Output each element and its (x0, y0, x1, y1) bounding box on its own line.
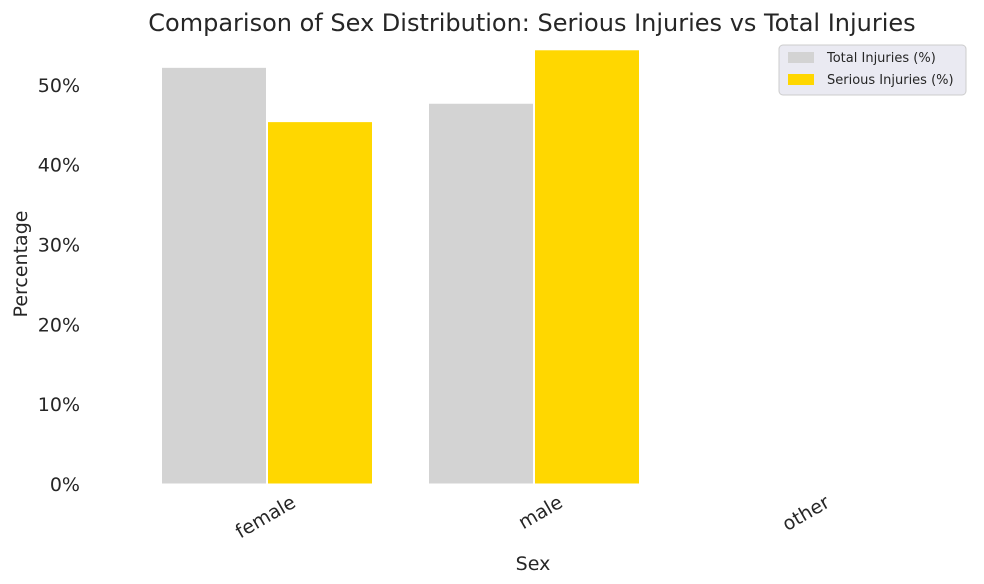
legend: Total Injuries (%) Serious Injuries (%) (778, 44, 967, 96)
y-axis-label: Percentage (10, 211, 32, 318)
bar-female-serious (267, 121, 373, 485)
y-tick-label: 50% (38, 75, 80, 97)
y-tick-label: 0% (50, 474, 80, 496)
legend-frame (778, 44, 967, 96)
x-ticks-group: female male other (232, 491, 834, 543)
y-tick-label: 40% (38, 155, 80, 177)
x-tick-label-other: other (779, 491, 834, 535)
bar-male-total (428, 102, 534, 485)
x-tick-label-male: male (515, 491, 567, 534)
legend-label-total: Total Injuries (%) (826, 51, 936, 66)
legend-swatch-total (788, 52, 814, 63)
bars-group (161, 49, 640, 485)
chart-title: Comparison of Sex Distribution: Serious … (148, 9, 915, 37)
y-tick-label: 30% (38, 235, 80, 257)
y-tick-label: 10% (38, 394, 80, 416)
bar-male-serious (534, 49, 640, 485)
legend-label-serious: Serious Injuries (%) (827, 73, 954, 88)
y-ticks-group: 0% 10% 20% 30% 40% 50% (38, 75, 80, 496)
legend-swatch-serious (788, 74, 814, 85)
x-tick-label-female: female (232, 491, 300, 543)
x-axis-label: Sex (516, 553, 551, 575)
bar-female-total (161, 66, 267, 485)
y-tick-label: 20% (38, 314, 80, 336)
